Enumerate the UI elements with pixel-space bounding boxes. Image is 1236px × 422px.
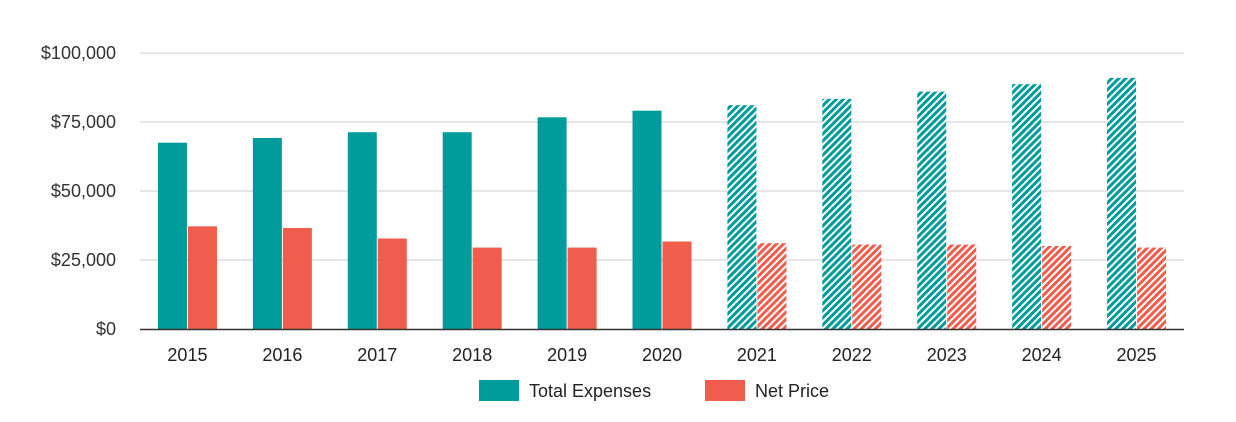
legend-label-total-expenses: Total Expenses bbox=[529, 381, 651, 401]
bar-net-price-2017 bbox=[377, 238, 407, 329]
bar-net-price-2019 bbox=[567, 247, 597, 329]
bar-total-expenses-2019 bbox=[537, 117, 567, 329]
legend-swatch-total-expenses bbox=[479, 380, 519, 401]
bars bbox=[157, 77, 1167, 330]
legend-label-net-price: Net Price bbox=[755, 381, 829, 401]
bar-net-price-2024 bbox=[1042, 245, 1072, 329]
bar-total-expenses-2021 bbox=[727, 105, 757, 329]
bar-total-expenses-2022 bbox=[822, 98, 852, 329]
bar-total-expenses-2024 bbox=[1012, 84, 1042, 329]
grid-lines bbox=[140, 52, 1184, 261]
x-axis-ticks: 2015 2016 2017 2018 2019 2020 2021 2022 2023 2024… bbox=[167, 345, 1156, 365]
x-tick-label: 2022 bbox=[832, 345, 872, 365]
bar-net-price-2016 bbox=[282, 227, 312, 329]
bar-total-expenses-2016 bbox=[252, 138, 282, 329]
bar-total-expenses-2023 bbox=[917, 91, 947, 329]
bar-net-price-2023 bbox=[947, 244, 977, 329]
x-tick-label: 2017 bbox=[357, 345, 397, 365]
bar-total-expenses-2025 bbox=[1107, 77, 1137, 329]
x-tick-label: 2018 bbox=[452, 345, 492, 365]
bar-net-price-2025 bbox=[1137, 247, 1167, 329]
x-tick-label: 2023 bbox=[927, 345, 967, 365]
x-tick-label: 2015 bbox=[167, 345, 207, 365]
y-axis-ticks: $0 $25,000 $50,000 $75,000 $100,000 bbox=[41, 43, 116, 339]
y-tick-label: $0 bbox=[96, 319, 116, 339]
y-tick-label: $75,000 bbox=[51, 112, 116, 132]
bar-net-price-2022 bbox=[852, 244, 882, 329]
y-tick-label: $100,000 bbox=[41, 43, 116, 63]
legend-swatch-net-price bbox=[705, 380, 745, 401]
x-tick-label: 2019 bbox=[547, 345, 587, 365]
legend: Total Expenses Net Price bbox=[479, 380, 829, 401]
y-tick-label: $25,000 bbox=[51, 250, 116, 270]
y-tick-label: $50,000 bbox=[51, 181, 116, 201]
x-tick-label: 2020 bbox=[642, 345, 682, 365]
bar-total-expenses-2017 bbox=[347, 132, 377, 329]
x-tick-label: 2021 bbox=[737, 345, 777, 365]
bar-net-price-2018 bbox=[472, 247, 502, 329]
x-tick-label: 2024 bbox=[1022, 345, 1062, 365]
bar-total-expenses-2020 bbox=[632, 110, 662, 330]
bar-net-price-2021 bbox=[757, 243, 787, 329]
bar-total-expenses-2018 bbox=[442, 132, 472, 329]
x-tick-label: 2016 bbox=[262, 345, 302, 365]
x-tick-label: 2025 bbox=[1117, 345, 1157, 365]
bar-net-price-2015 bbox=[187, 226, 217, 329]
bar-total-expenses-2015 bbox=[157, 142, 187, 329]
bar-net-price-2020 bbox=[662, 241, 692, 329]
